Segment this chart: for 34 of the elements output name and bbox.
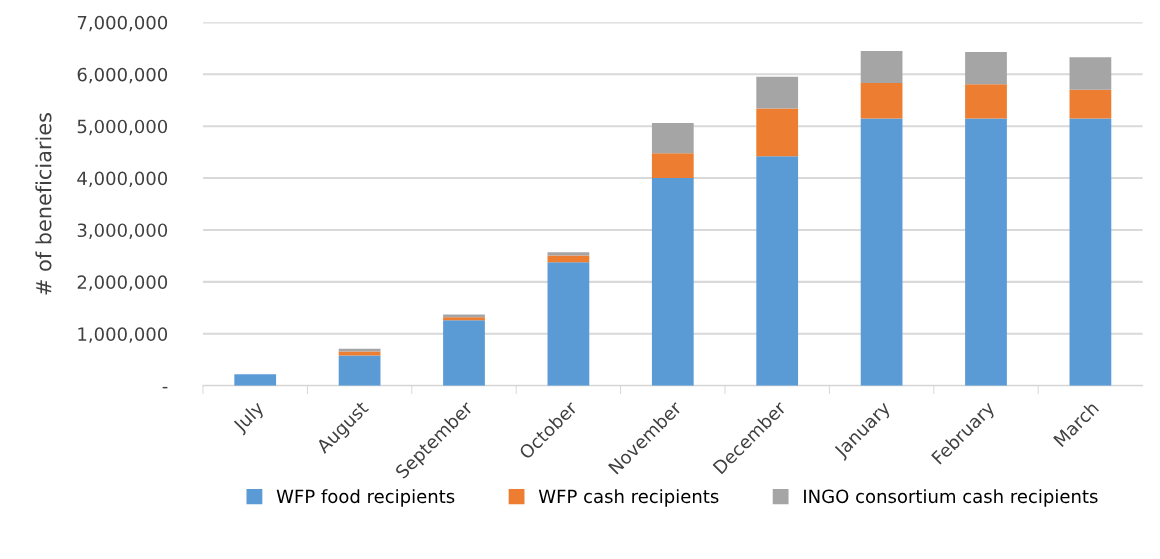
legend-label: WFP food recipients xyxy=(276,489,455,507)
bar xyxy=(1069,118,1112,386)
bar xyxy=(234,374,277,386)
bar xyxy=(651,178,694,386)
bar xyxy=(860,83,903,119)
bar xyxy=(756,108,799,157)
bar xyxy=(965,84,1007,119)
bar xyxy=(338,351,381,356)
bar xyxy=(756,76,799,109)
bar xyxy=(1069,89,1112,119)
y-tick-label: 3,000,000 xyxy=(77,223,168,239)
y-tick-label: 4,000,000 xyxy=(77,171,168,188)
bar xyxy=(860,50,903,84)
bar xyxy=(547,262,590,386)
bar xyxy=(547,252,590,256)
bar xyxy=(547,255,590,263)
legend-label: INGO consortium cash recipients xyxy=(804,489,1098,507)
y-tick-label: - xyxy=(162,386,168,389)
bar xyxy=(860,118,903,386)
bar xyxy=(965,51,1007,85)
y-tick-label: 7,000,000 xyxy=(77,15,168,32)
bar xyxy=(443,320,485,386)
y-axis-title: # of beneficiaries xyxy=(35,113,52,295)
legend-label: WFP cash recipients xyxy=(538,489,719,507)
y-tick-label: 1,000,000 xyxy=(78,327,168,343)
y-tick-label: 5,000,000 xyxy=(77,119,168,136)
bar xyxy=(965,118,1007,386)
y-tick-label: 2,000,000 xyxy=(77,275,168,291)
bar xyxy=(651,153,694,179)
bar xyxy=(338,355,381,386)
bar xyxy=(651,123,694,154)
y-tick-label: 6,000,000 xyxy=(77,67,168,84)
bar xyxy=(1069,57,1112,90)
bar xyxy=(756,156,799,386)
